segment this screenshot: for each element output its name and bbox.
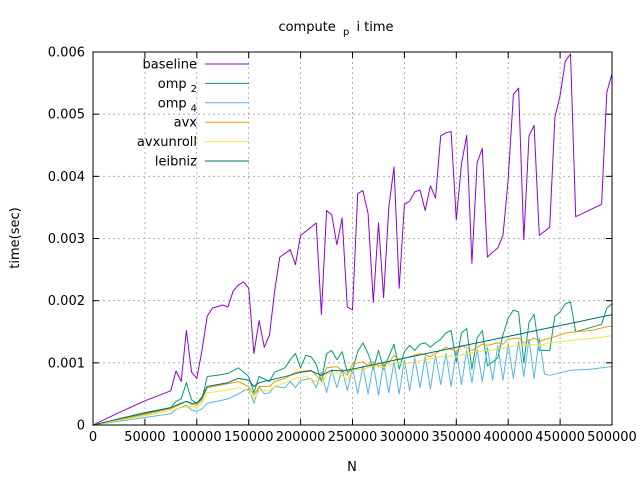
legend-label: leibniz xyxy=(155,155,197,170)
title-subscript: p xyxy=(343,27,349,38)
plot-lines xyxy=(93,53,612,425)
y-tick-label: 0 xyxy=(77,419,85,434)
y-tick-label: 0.001 xyxy=(48,356,85,371)
x-axis: 0 50000 100000 150000 200000 250000 300000 3500… xyxy=(89,52,637,445)
legend-label: omp 4 xyxy=(158,96,197,114)
x-tick-label: 400000 xyxy=(483,430,533,445)
x-tick-label: 250000 xyxy=(328,430,378,445)
chart-title: compute p i time xyxy=(278,20,393,39)
title-main: compute xyxy=(278,20,335,35)
y-tick-label: 0.003 xyxy=(48,232,85,247)
y-axis-label: time(sec) xyxy=(8,207,23,268)
title-rest: i time xyxy=(356,20,393,35)
series-line-avx xyxy=(93,325,612,425)
x-tick-label: 150000 xyxy=(224,430,274,445)
x-tick-label: 100000 xyxy=(172,430,222,445)
series-line-omp-2 xyxy=(93,301,612,425)
y-tick-label: 0.006 xyxy=(48,46,85,61)
y-tick-label: 0.005 xyxy=(48,108,85,123)
legend-label: avxunroll xyxy=(137,135,197,150)
x-tick-label: 500000 xyxy=(587,430,637,445)
y-axis: 0 0.001 0.002 0.003 0.004 0.005 0.006 xyxy=(48,46,612,434)
series-line-omp-4 xyxy=(93,337,612,425)
legend-label: baseline xyxy=(143,58,197,73)
series-line-leibniz xyxy=(93,314,612,425)
x-tick-label: 200000 xyxy=(276,430,326,445)
series-line-baseline xyxy=(93,53,612,425)
x-tick-label: 300000 xyxy=(380,430,430,445)
x-tick-label: 350000 xyxy=(431,430,481,445)
x-tick-label: 0 xyxy=(89,430,97,445)
legend-label: avx xyxy=(174,116,198,131)
x-axis-label: N xyxy=(347,460,357,475)
x-tick-label: 450000 xyxy=(535,430,585,445)
y-tick-label: 0.004 xyxy=(48,170,85,185)
x-tick-label: 50000 xyxy=(124,430,165,445)
y-tick-label: 0.002 xyxy=(48,294,85,309)
legend-label: omp 2 xyxy=(158,77,197,95)
series-line-avxunroll xyxy=(93,335,612,425)
